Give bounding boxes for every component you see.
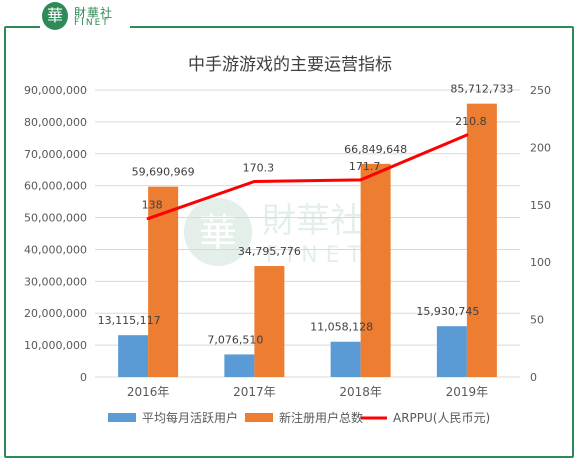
data-label: 85,712,733 [450,83,513,96]
finet-logo: 華 財華社 FINET [40,2,130,32]
y-right-tick-label: 100 [530,256,551,269]
bar-monthly-active-users [330,341,361,377]
data-label: 210.8 [455,115,487,128]
data-label: 7,076,510 [207,333,263,346]
arppu-point [465,133,469,137]
x-tick-label: 2018年 [339,385,382,399]
data-label: 138 [142,199,163,212]
chart-frame [4,26,574,458]
logo-en-text: FINET [74,18,110,28]
y-right-tick-label: 200 [530,141,551,154]
data-label: 66,849,648 [344,143,407,156]
arppu-point [252,179,256,183]
y-left-tick-label: 90,000,000 [24,84,87,97]
arppu-line [147,133,468,220]
y-right-tick-label: 0 [530,371,537,384]
x-tick-label: 2017年 [233,385,276,399]
data-label: 11,058,128 [310,321,373,334]
y-left-tick-label: 80,000,000 [24,116,87,129]
bar-monthly-active-users [118,335,149,377]
y-left-tick-label: 60,000,000 [24,180,87,193]
data-label: 15,930,745 [416,305,479,318]
data-label: 34,795,776 [238,245,301,258]
logo-seal-icon: 華 [42,2,68,30]
data-label: 13,115,117 [98,314,161,327]
watermark-en: FINET [266,243,369,268]
y-left-tick-label: 0 [80,371,87,384]
bar-new-registered-users [148,186,179,377]
bar-monthly-active-users [224,354,255,377]
arppu-point [146,217,150,221]
data-label: 59,690,969 [132,166,195,179]
y-left-tick-label: 70,000,000 [24,148,87,161]
legend-new-registered-users-swatch [245,413,273,422]
x-tick-label: 2016年 [127,385,170,399]
legend-new-registered-users-label: 新注册用户总数 [279,410,363,425]
bar-new-registered-users [254,266,285,377]
legend-monthly-active-users-swatch [108,413,136,422]
bar-monthly-active-users [436,326,467,377]
y-left-tick-label: 30,000,000 [24,275,87,288]
y-right-tick-label: 150 [530,199,551,212]
y-left-tick-label: 10,000,000 [24,339,87,352]
y-left-tick-label: 50,000,000 [24,212,87,225]
y-right-tick-label: 250 [530,84,551,97]
data-label: 171.7 [349,160,381,173]
bar-new-registered-users [466,103,497,377]
x-tick-label: 2019年 [446,385,489,399]
data-label: 170.3 [243,161,275,174]
logo-cn-text: 財華社 [74,6,114,20]
y-left-tick-label: 20,000,000 [24,307,87,320]
watermark-cn: 財華社 [262,201,364,241]
y-left-tick-label: 40,000,000 [24,243,87,256]
arppu-point [359,178,363,182]
watermark-seal-text: 華 [199,211,237,255]
legend-monthly-active-users-label: 平均每月活跃用户 [142,410,238,425]
bar-new-registered-users [360,163,391,377]
legend-arppu-label: ARPPU(人民币元) [393,411,490,425]
chart-title: 中手游游戏的主要运营指标 [188,55,392,75]
y-right-tick-label: 50 [530,314,544,327]
